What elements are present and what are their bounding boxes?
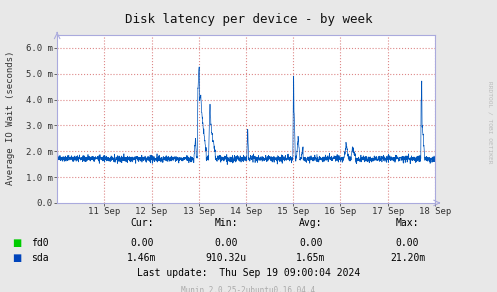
Text: 0.00: 0.00 — [396, 238, 419, 248]
Text: Cur:: Cur: — [130, 218, 154, 227]
Text: 21.20m: 21.20m — [390, 253, 425, 263]
Text: 0.00: 0.00 — [214, 238, 238, 248]
Text: 0.00: 0.00 — [130, 238, 154, 248]
Text: sda: sda — [31, 253, 48, 263]
Text: Munin 2.0.25-2ubuntu0.16.04.4: Munin 2.0.25-2ubuntu0.16.04.4 — [181, 286, 316, 292]
Text: RRDTOOL / TOBI OETIKER: RRDTOOL / TOBI OETIKER — [487, 81, 492, 164]
Text: 910.32u: 910.32u — [206, 253, 247, 263]
Text: Last update:  Thu Sep 19 09:00:04 2024: Last update: Thu Sep 19 09:00:04 2024 — [137, 268, 360, 278]
Text: Average IO Wait (seconds): Average IO Wait (seconds) — [6, 51, 15, 185]
Text: ■: ■ — [12, 238, 22, 248]
Text: 0.00: 0.00 — [299, 238, 323, 248]
Text: Min:: Min: — [214, 218, 238, 227]
Text: 1.46m: 1.46m — [127, 253, 157, 263]
Text: Max:: Max: — [396, 218, 419, 227]
Text: Avg:: Avg: — [299, 218, 323, 227]
Text: 1.65m: 1.65m — [296, 253, 326, 263]
Text: Disk latency per device - by week: Disk latency per device - by week — [125, 13, 372, 26]
Text: ■: ■ — [12, 253, 22, 263]
Text: fd0: fd0 — [31, 238, 48, 248]
